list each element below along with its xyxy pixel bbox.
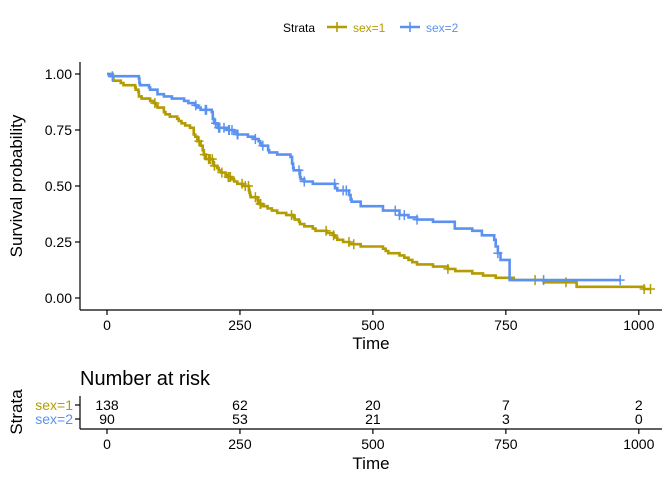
risk-x-tick-label: 750 [494,436,518,452]
legend-label: sex=2 [426,21,459,35]
risk-cell: 0 [635,411,643,427]
risk-table-title: Number at risk [80,368,211,390]
risk-cell: 90 [99,411,115,427]
x-tick-label: 500 [361,317,385,333]
risk-cell: 3 [502,411,510,427]
risk-cell: 2 [635,397,643,413]
risk-row-label: sex=1 [35,397,73,413]
x-tick-label: 0 [103,317,111,333]
legend-label: sex=1 [353,21,386,35]
risk-y-axis-title: Strata [7,389,26,435]
risk-cell: 62 [232,397,248,413]
x-tick-label: 750 [494,317,518,333]
risk-cell: 138 [95,397,119,413]
risk-x-tick-label: 0 [103,436,111,452]
risk-cell: 21 [365,411,381,427]
x-tick-label: 1000 [623,317,654,333]
x-axis-title: Time [352,334,389,353]
risk-table-cells: sex=1 138 62 20 7 2 sex=2 90 53 21 3 0 [35,397,643,427]
risk-cell: 53 [232,411,248,427]
legend-items: sex=1 sex=2 [327,21,459,35]
x-tick-label: 250 [228,317,252,333]
survival-plot: 0.000.250.500.751.000 250 500 750 1000 Time … [7,62,662,353]
main-axes: 0.00 0.25 0.50 0.75 1.00 0 250 500 750 1000 [45,62,662,333]
risk-table-axes: 0 250 500 750 1000 [75,396,662,452]
y-tick-label: 0.00 [45,290,72,306]
survival-curve-sex=2 [107,72,621,282]
risk-x-tick-label: 1000 [623,436,654,452]
risk-x-axis-title: Time [352,454,389,473]
risk-table: Number at risk sex=1 138 62 20 7 2 sex=2 90 53 21… [7,368,662,473]
risk-x-tick-label: 500 [361,436,385,452]
legend-title: Strata [283,21,315,35]
survival-curves [107,71,655,295]
y-axis-title: Survival probability [7,114,26,257]
y-tick-label: 0.50 [45,178,72,194]
risk-x-tick-label: 250 [228,436,252,452]
y-tick-label: 0.75 [45,122,72,138]
risk-cell: 20 [365,397,381,413]
y-tick-label: 1.00 [45,66,72,82]
risk-cell: 7 [502,397,510,413]
risk-row-label: sex=2 [35,411,73,427]
survival-curve-sex=1 [107,72,651,291]
legend: Strata sex=1 sex=2 [283,21,459,35]
y-tick-label: 0.25 [45,234,72,250]
